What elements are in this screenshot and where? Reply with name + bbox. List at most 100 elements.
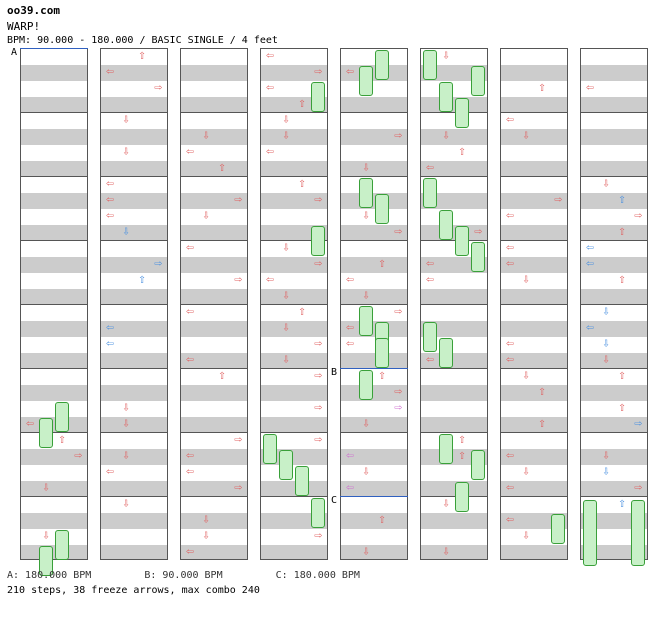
freeze-arrow: [359, 370, 373, 400]
bpm-marker-label: A: [11, 47, 18, 58]
up-arrow-icon: ⇧: [458, 432, 466, 447]
up-arrow-icon: ⇧: [378, 512, 386, 527]
left-arrow-icon: ⇦: [506, 208, 514, 223]
right-arrow-icon: ⇨: [314, 528, 322, 543]
left-arrow-icon: ⇦: [186, 240, 194, 255]
freeze-arrow: [263, 434, 277, 464]
left-arrow-icon: ⇦: [186, 464, 194, 479]
down-arrow-icon: ⇩: [362, 208, 370, 223]
down-arrow-icon: ⇩: [122, 448, 130, 463]
freeze-arrow: [551, 514, 565, 544]
up-arrow-icon: ⇧: [538, 80, 546, 95]
freeze-arrow: [375, 338, 389, 368]
left-arrow-icon: ⇦: [266, 144, 274, 159]
down-arrow-icon: ⇩: [362, 544, 370, 559]
left-arrow-icon: ⇦: [506, 512, 514, 527]
up-arrow-icon: ⇧: [218, 160, 226, 175]
freeze-arrow: [455, 226, 469, 256]
right-arrow-icon: ⇨: [234, 272, 242, 287]
down-arrow-icon: ⇩: [122, 400, 130, 415]
up-arrow-icon: ⇧: [298, 96, 306, 111]
left-arrow-icon: ⇦: [186, 544, 194, 559]
right-arrow-icon: ⇨: [234, 192, 242, 207]
up-arrow-icon: ⇧: [378, 368, 386, 383]
freeze-arrow: [423, 322, 437, 352]
down-arrow-icon: ⇩: [42, 480, 50, 495]
left-arrow-icon: ⇦: [106, 192, 114, 207]
chart-column: [260, 48, 328, 560]
down-arrow-icon: ⇩: [442, 496, 450, 511]
chart-column: [500, 48, 568, 560]
left-arrow-icon: ⇦: [426, 160, 434, 175]
left-arrow-icon: ⇦: [506, 448, 514, 463]
up-arrow-icon: ⇧: [298, 176, 306, 191]
bpm-info: BPM: 90.000 - 180.000 / BASIC SINGLE / 4…: [7, 35, 278, 46]
freeze-arrow: [471, 242, 485, 272]
legend-b: B: 90.000 BPM: [144, 570, 223, 581]
right-arrow-icon: ⇨: [394, 304, 402, 319]
left-arrow-icon: ⇦: [346, 480, 354, 495]
down-arrow-icon: ⇩: [362, 416, 370, 431]
down-arrow-icon: ⇩: [362, 464, 370, 479]
left-arrow-icon: ⇦: [346, 64, 354, 79]
down-arrow-icon: ⇩: [122, 496, 130, 511]
down-arrow-icon: ⇩: [122, 416, 130, 431]
left-arrow-icon: ⇦: [106, 208, 114, 223]
right-arrow-icon: ⇨: [394, 224, 402, 239]
legend-c: C: 180.000 BPM: [275, 570, 360, 581]
up-arrow-icon: ⇧: [218, 368, 226, 383]
bpm-change-line: [20, 48, 88, 49]
freeze-arrow: [471, 450, 485, 480]
down-arrow-icon: ⇩: [522, 464, 530, 479]
left-arrow-icon: ⇦: [586, 240, 594, 255]
freeze-arrow: [439, 82, 453, 112]
down-arrow-icon: ⇩: [202, 512, 210, 527]
chart-stats: 210 steps, 38 freeze arrows, max combo 2…: [7, 585, 260, 596]
up-arrow-icon: ⇧: [618, 224, 626, 239]
freeze-arrow: [359, 66, 373, 96]
chart-column: [100, 48, 168, 560]
up-arrow-icon: ⇧: [618, 496, 626, 511]
left-arrow-icon: ⇦: [186, 448, 194, 463]
chart-column: [20, 48, 88, 560]
up-arrow-icon: ⇧: [618, 368, 626, 383]
left-arrow-icon: ⇦: [506, 480, 514, 495]
left-arrow-icon: ⇦: [586, 320, 594, 335]
left-arrow-icon: ⇦: [106, 336, 114, 351]
down-arrow-icon: ⇩: [522, 528, 530, 543]
bpm-marker-label: B: [331, 367, 338, 378]
freeze-arrow: [455, 98, 469, 128]
freeze-arrow: [631, 500, 645, 566]
right-arrow-icon: ⇨: [634, 208, 642, 223]
left-arrow-icon: ⇦: [346, 320, 354, 335]
right-arrow-icon: ⇨: [314, 368, 322, 383]
down-arrow-icon: ⇩: [362, 160, 370, 175]
down-arrow-icon: ⇩: [282, 128, 290, 143]
freeze-arrow: [39, 546, 53, 576]
chart-column: [180, 48, 248, 560]
right-arrow-icon: ⇨: [314, 256, 322, 271]
left-arrow-icon: ⇦: [106, 176, 114, 191]
up-arrow-icon: ⇧: [298, 304, 306, 319]
legend-a: A: 180.000 BPM: [7, 570, 92, 581]
right-arrow-icon: ⇨: [634, 416, 642, 431]
left-arrow-icon: ⇦: [106, 320, 114, 335]
right-arrow-icon: ⇨: [74, 448, 82, 463]
down-arrow-icon: ⇩: [602, 176, 610, 191]
right-arrow-icon: ⇨: [154, 80, 162, 95]
freeze-arrow: [439, 338, 453, 368]
down-arrow-icon: ⇩: [202, 208, 210, 223]
bpm-legend: A: 180.000 BPM B: 90.000 BPM C: 180.000 …: [7, 570, 407, 581]
freeze-arrow: [55, 402, 69, 432]
down-arrow-icon: ⇩: [282, 112, 290, 127]
chart-column: [580, 48, 648, 560]
right-arrow-icon: ⇨: [554, 192, 562, 207]
left-arrow-icon: ⇦: [426, 272, 434, 287]
freeze-arrow: [375, 194, 389, 224]
down-arrow-icon: ⇩: [602, 464, 610, 479]
right-arrow-icon: ⇨: [314, 64, 322, 79]
right-arrow-icon: ⇨: [314, 432, 322, 447]
down-arrow-icon: ⇩: [522, 272, 530, 287]
left-arrow-icon: ⇦: [506, 240, 514, 255]
down-arrow-icon: ⇩: [362, 288, 370, 303]
